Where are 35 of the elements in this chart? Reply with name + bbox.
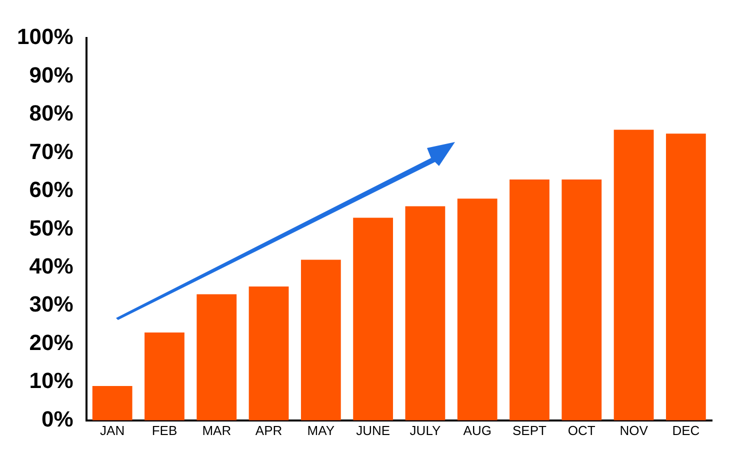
y-tick-label: 80% bbox=[29, 100, 74, 126]
x-tick-label: FEB bbox=[152, 422, 178, 438]
x-tick-label: NOV bbox=[620, 422, 648, 438]
x-tick-label: MAY bbox=[307, 422, 335, 438]
bar bbox=[353, 218, 394, 420]
y-tick-label: 40% bbox=[29, 254, 74, 279]
x-tick-label: MAR bbox=[202, 422, 232, 438]
bar bbox=[300, 260, 341, 420]
x-tick-label: SEPT bbox=[512, 422, 547, 438]
x-tick-label: JUNE bbox=[356, 422, 390, 438]
bar bbox=[614, 130, 654, 420]
y-tick-label: 0% bbox=[41, 406, 74, 432]
bar bbox=[457, 198, 498, 420]
y-tick-label: 50% bbox=[29, 215, 74, 240]
y-tick-label: 20% bbox=[29, 330, 74, 355]
bar bbox=[510, 179, 550, 420]
y-tick-label: 100% bbox=[16, 24, 74, 50]
x-tick-label: OCT bbox=[568, 422, 596, 438]
bar bbox=[248, 286, 289, 420]
x-tick-label: AUG bbox=[463, 422, 492, 438]
bar bbox=[405, 206, 446, 420]
y-tick-label: 30% bbox=[29, 292, 74, 317]
bar bbox=[196, 294, 237, 420]
x-tick-label: DEC bbox=[672, 422, 700, 438]
y-tick-label: 60% bbox=[29, 177, 74, 202]
y-tick-label: 10% bbox=[29, 368, 74, 394]
x-tick-label: JAN bbox=[100, 422, 125, 438]
bar bbox=[666, 134, 706, 420]
bar bbox=[562, 179, 602, 420]
bar bbox=[92, 386, 132, 420]
bar bbox=[144, 332, 184, 420]
y-tick-label: 70% bbox=[29, 138, 74, 164]
x-tick-label: JULY bbox=[410, 422, 441, 438]
x-tick-label: APR bbox=[255, 422, 282, 438]
y-tick-label: 90% bbox=[29, 62, 74, 88]
